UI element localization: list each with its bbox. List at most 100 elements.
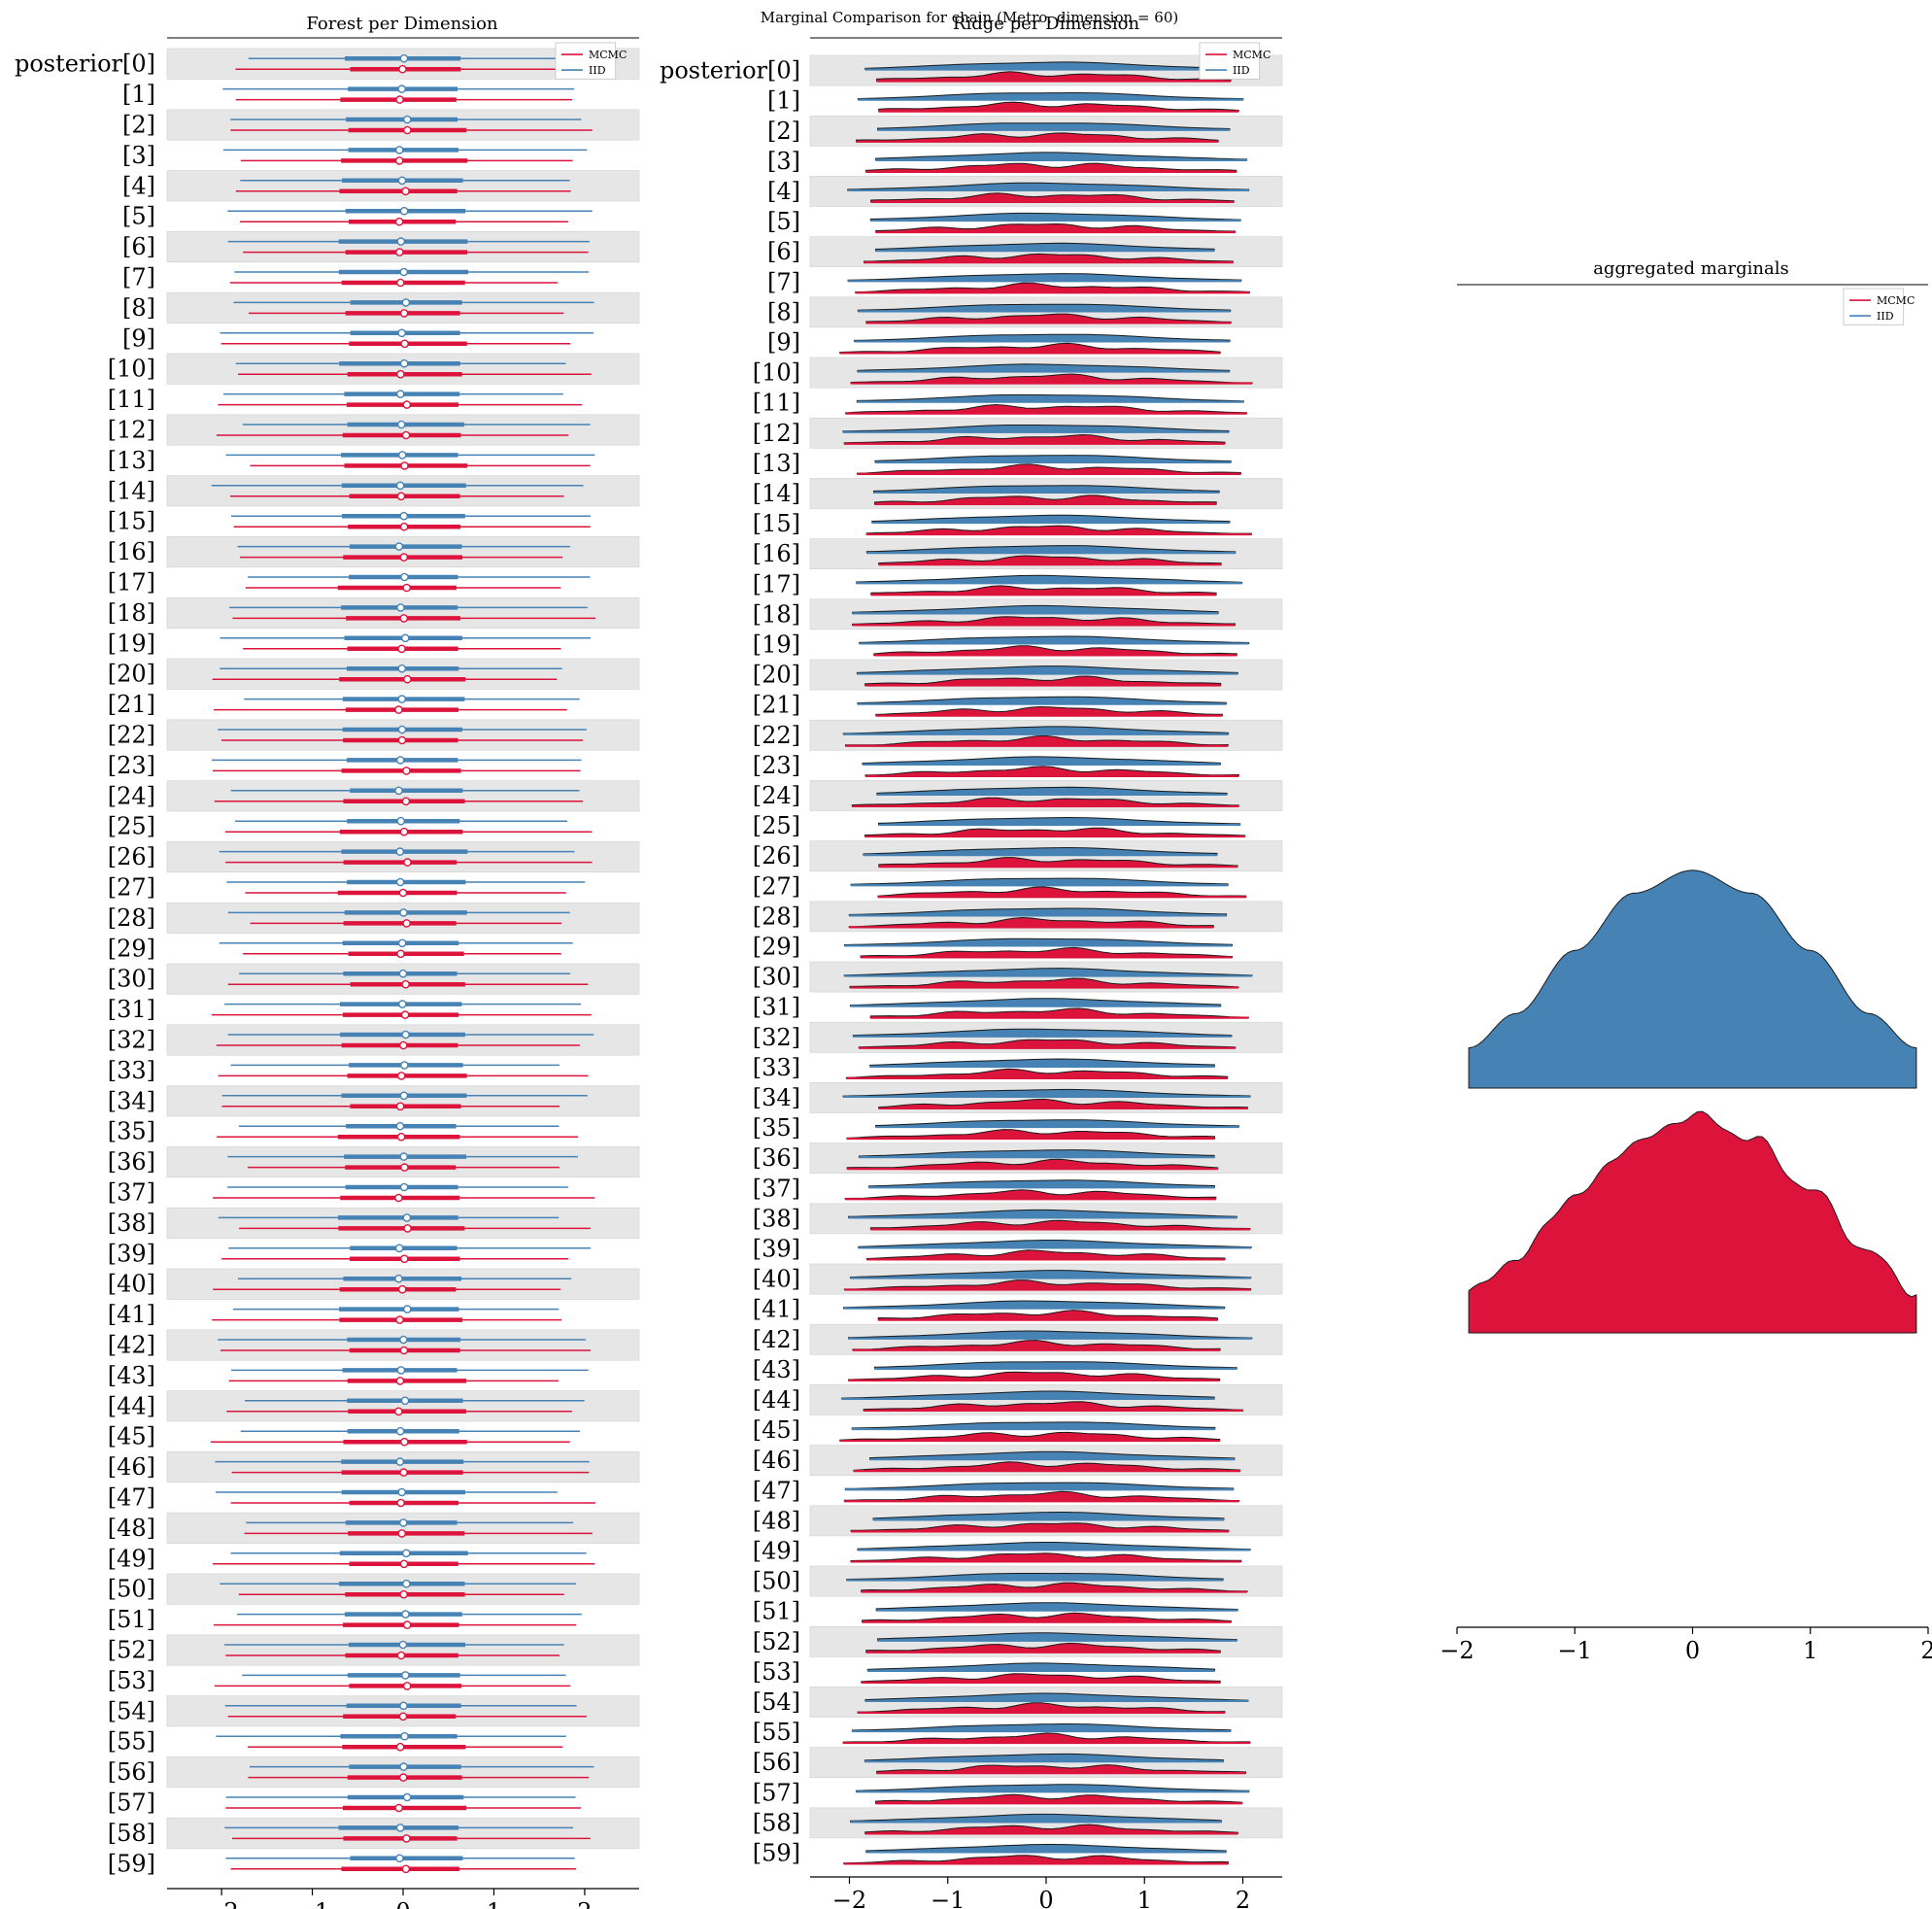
forest-iid-median (396, 420, 406, 429)
ridge-mcmc-density (858, 1039, 1237, 1049)
x-tick-label: 1 (1803, 1637, 1817, 1664)
forest-mcmc-median (395, 1742, 405, 1752)
forest-mcmc-median (396, 278, 405, 288)
ridge-row-label: [57] (753, 1779, 800, 1806)
ridge-row-label: [1] (767, 87, 800, 115)
forest-iid-median (397, 176, 407, 186)
forest-row-band (166, 841, 640, 873)
forest-row-label: [31] (108, 996, 155, 1023)
ridge-iid-density (871, 514, 1231, 524)
ridge-iid-density (869, 212, 1241, 222)
ridge-iid-density (851, 1421, 1216, 1430)
ridge-row-label: [58] (753, 1809, 800, 1836)
forest-row-label: [29] (108, 935, 155, 962)
ridge-row-label: [31] (753, 994, 800, 1021)
forest-row-band (166, 414, 640, 446)
forest-title: Forest per Dimension (306, 14, 498, 34)
forest-row-label: posterior[0] (15, 51, 155, 78)
forest-iid-median (399, 1152, 409, 1161)
forest-iid-median (395, 756, 405, 765)
forest-mcmc-median (402, 1620, 412, 1629)
forest-row-label: [12] (108, 417, 155, 444)
ridge-iid-density (866, 1662, 1215, 1672)
ridge-mcmc-density (874, 494, 1217, 505)
forest-mcmc-median (401, 979, 410, 989)
forest-row-label: [57] (108, 1790, 155, 1817)
forest-mcmc-median (399, 1346, 409, 1355)
ridge-row-label: [19] (753, 631, 800, 658)
forest-row-label: [42] (108, 1332, 155, 1359)
forest-mcmc-median (395, 1315, 404, 1324)
ridge-iid-density (878, 816, 1241, 826)
forest-iid-median (395, 847, 405, 856)
ridge-mcmc-density (864, 766, 1239, 777)
forest-iid-median (396, 237, 406, 246)
forest-row-label: [33] (108, 1057, 155, 1084)
forest-iid-median (397, 451, 407, 460)
ridge-iid-density (877, 1632, 1237, 1642)
ridge-iid-density (843, 968, 1253, 976)
x-tick-label: −1 (295, 1898, 329, 1909)
forest-row-label: [20] (108, 661, 155, 688)
ridge-iid-density (850, 877, 1229, 886)
ridge-row-label: [38] (753, 1205, 800, 1232)
forest-row-band (166, 1268, 640, 1300)
forest-row-band (166, 597, 640, 629)
ridge-mcmc-density (843, 1490, 1240, 1502)
forest-iid-median (396, 1366, 406, 1375)
forest-iid-median (396, 603, 405, 612)
forest-iid-median (401, 1671, 410, 1680)
forest-mcmc-median (400, 1010, 410, 1019)
forest-row-label: [34] (108, 1087, 155, 1114)
ridge-mcmc-density (875, 222, 1237, 233)
forest-iid-median (402, 1213, 412, 1222)
ridge-row-label: [3] (767, 148, 800, 175)
ridge-row-label: posterior[0] (660, 57, 800, 85)
forest-iid-median (399, 1518, 408, 1527)
ridge-row-label: [34] (753, 1084, 800, 1111)
forest-mcmc-median (394, 1193, 403, 1203)
forest-mcmc-median (397, 735, 407, 745)
forest-mcmc-median (401, 430, 411, 440)
forest-row-label: [11] (108, 386, 155, 413)
ridge-iid-density (873, 1361, 1237, 1370)
forest-mcmc-median (402, 400, 412, 409)
ridge-iid-density (875, 1602, 1238, 1612)
ridge-row-label: [13] (753, 450, 800, 477)
ridge-iid-density (868, 1179, 1215, 1188)
ridge-mcmc-density (845, 734, 1229, 747)
x-tick-label: −2 (1440, 1637, 1474, 1664)
ridge-mcmc-density (843, 1279, 1252, 1290)
forest-iid-median (399, 1335, 408, 1345)
ridge-mcmc-density (864, 1824, 1238, 1834)
ridge-row-label: [56] (753, 1749, 800, 1776)
ridge-row-label: [8] (767, 298, 800, 325)
forest-row-band (166, 291, 640, 324)
forest-row-band (166, 1451, 640, 1483)
ridge-row-label: [53] (753, 1658, 800, 1686)
forest-row-label: [26] (108, 843, 155, 870)
ridge-iid-density (844, 937, 1233, 946)
ridge-iid-density (857, 1542, 1251, 1551)
ridge-mcmc-density (877, 1310, 1218, 1321)
forest-row-band (166, 1146, 640, 1178)
forest-mcmc-median (401, 797, 411, 806)
forest-iid-median (400, 1396, 410, 1406)
forest-mcmc-median (399, 522, 409, 531)
forest-mcmc-median (402, 767, 411, 775)
ridge-iid-density (864, 1753, 1224, 1762)
forest-mcmc-median (395, 1377, 405, 1385)
forest-row-band (166, 963, 640, 995)
forest-row-band (166, 1756, 640, 1789)
forest-mcmc-median (398, 1712, 408, 1722)
forest-mcmc-median (403, 858, 412, 867)
forest-mcmc-median (398, 1773, 408, 1782)
ridge-mcmc-density (845, 1068, 1229, 1079)
forest-iid-median (398, 1000, 407, 1008)
ridge-iid-density (857, 303, 1232, 312)
ridge-mcmc-density (850, 1552, 1242, 1562)
ridge-mcmc-density (863, 1401, 1244, 1412)
legend-iid-label: IID (1233, 64, 1250, 77)
forest-row-label: [48] (108, 1515, 155, 1542)
ridge-mcmc-density (839, 1431, 1221, 1442)
